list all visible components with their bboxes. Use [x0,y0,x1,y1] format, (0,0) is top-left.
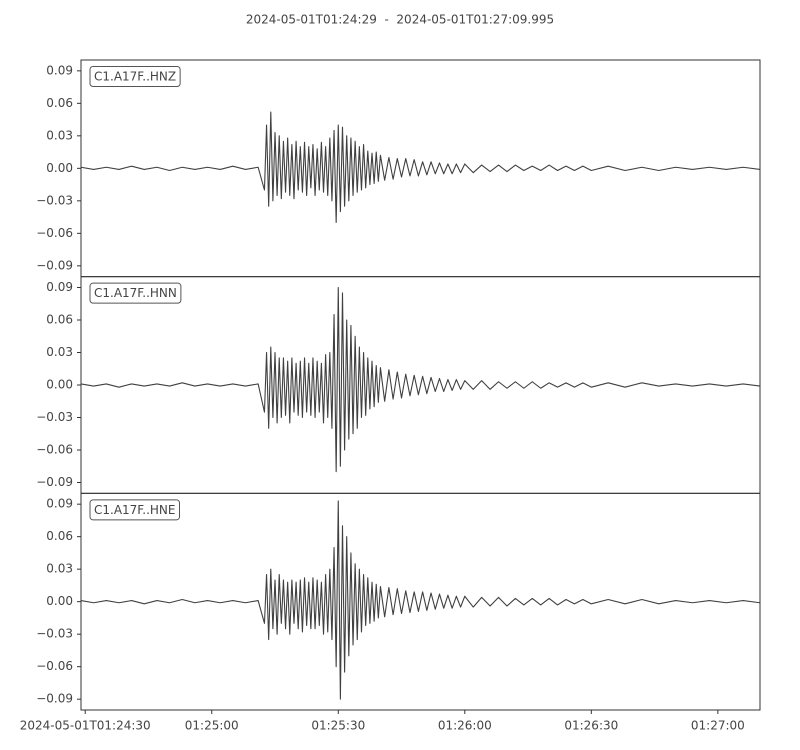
trace [80,500,761,700]
trace [80,111,761,224]
trace-label: C1.A17F..HNZ [94,70,176,84]
y-tick-label: −0.06 [36,443,73,457]
y-tick-label: −0.09 [36,258,73,272]
y-tick-label: 0.03 [46,562,73,576]
chart-title: 2024-05-01T01:24:29 - 2024-05-01T01:27:0… [246,13,554,27]
y-tick-label: −0.06 [36,659,73,673]
x-tick-label: 01:25:00 [185,719,239,733]
y-tick-label: 0.00 [46,378,73,392]
x-tick-label: 01:27:00 [691,719,745,733]
y-tick-label: 0.06 [46,313,73,327]
y-tick-label: 0.06 [46,96,73,110]
x-tick-label: 2024-05-01T01:24:30 [20,719,151,733]
y-tick-label: −0.03 [36,193,73,207]
y-tick-label: −0.03 [36,627,73,641]
trace-label-box [89,282,182,304]
x-tick-label: 01:26:00 [438,719,492,733]
y-tick-label: −0.09 [36,692,73,706]
trace-label-box [89,66,181,87]
y-tick-label: 0.03 [46,128,73,142]
trace-label: C1.A17F..HNN [94,286,177,300]
y-tick-label: 0.09 [46,280,73,294]
y-tick-label: 0.06 [46,529,73,543]
y-tick-label: 0.00 [46,594,73,608]
x-tick-label: 01:26:30 [564,719,618,733]
y-tick-label: 0.00 [46,161,73,175]
trace [80,286,761,473]
y-tick-label: −0.09 [36,475,73,489]
trace-label: C1.A17F..HNE [94,503,176,517]
y-tick-label: −0.03 [36,410,73,424]
y-tick-label: 0.09 [46,63,73,77]
y-tick-label: 0.09 [46,497,73,511]
trace-label-box [89,499,180,521]
panel-frame [80,492,761,711]
y-tick-label: 0.03 [46,345,73,359]
y-tick-label: −0.06 [36,226,73,240]
x-tick-label: 01:25:30 [311,719,365,733]
